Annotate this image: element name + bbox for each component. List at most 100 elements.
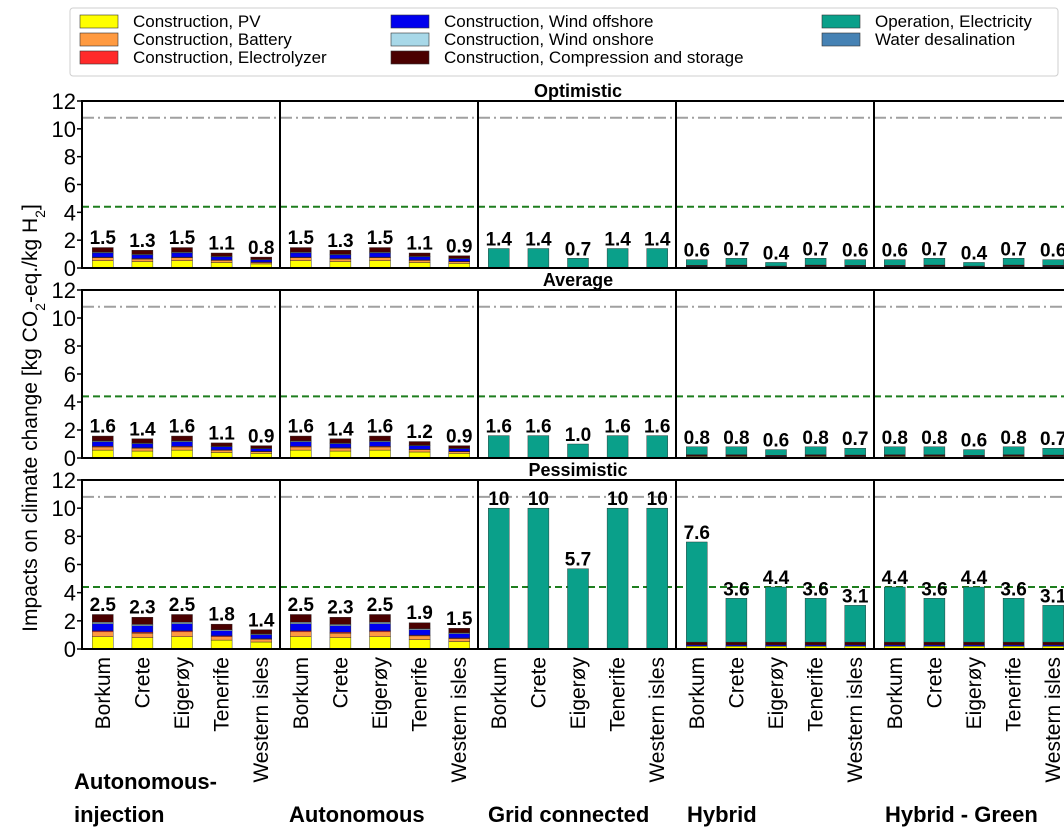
bar-segment-construction-battery: [369, 257, 391, 261]
data-label: 2.5: [169, 595, 196, 616]
data-label: 0.6: [882, 241, 908, 262]
data-label: 1.8: [208, 605, 234, 626]
legend-item-operation-electricity: Operation, Electricity: [821, 12, 1032, 31]
bar-segment-construction-battery: [290, 446, 312, 451]
y-tick-label: 4: [64, 581, 76, 606]
bar-segment-construction-battery: [369, 446, 391, 451]
bar-segment-construction-compression-and-storage: [210, 623, 233, 630]
bar-segment-construction-compression-and-storage: [250, 629, 272, 635]
bar-autonomous-injection-borkum: [92, 614, 114, 650]
y-tick-label: 8: [64, 524, 76, 549]
bar-segment-construction-pv: [448, 641, 470, 649]
bar-segment-construction-battery: [92, 257, 114, 261]
y-tick-label: 10: [52, 306, 76, 331]
x-tick-label: Borkum: [290, 657, 313, 729]
x-tick-label: Western isles: [448, 657, 471, 783]
group-label: Autonomous: [289, 802, 425, 827]
bar-segment-construction-compression-and-storage: [408, 441, 431, 446]
bar-segment-construction-battery: [171, 446, 193, 451]
bar-segment-construction-wind-offshore: [290, 623, 312, 631]
data-label: 0.7: [723, 239, 749, 260]
bar-segment-construction-wind-offshore: [171, 623, 193, 631]
legend-item-construction-wind-onshore: Construction, Wind onshore: [390, 30, 654, 49]
bar-segment-construction-wind-offshore: [408, 256, 431, 261]
bar-segment-construction-wind-offshore: [369, 441, 391, 447]
y-axis-title: Impacts on climate change [kg CO2-eq./kg…: [19, 204, 48, 632]
bar-autonomous-crete: [329, 617, 352, 650]
data-label: 0.9: [446, 426, 472, 447]
bar-segment-construction-compression-and-storage: [725, 641, 748, 646]
bar-segment-construction-battery: [210, 260, 233, 263]
data-label: 0.7: [1000, 239, 1026, 260]
x-tick-label: Crete: [131, 657, 154, 708]
bar-segment-construction-pv: [408, 639, 431, 649]
data-label: 1.6: [604, 417, 630, 438]
bar-segment-construction-wind-onshore: [290, 622, 312, 624]
bar-segment-construction-compression-and-storage: [92, 614, 114, 623]
x-tick-label: Crete: [329, 657, 352, 708]
data-label: 2.5: [90, 595, 117, 616]
data-label: 0.6: [684, 241, 710, 262]
bar-segment-construction-wind-offshore: [131, 254, 154, 259]
bar-segment-operation-electricity: [765, 449, 787, 456]
bar-segment-construction-compression-and-storage: [92, 247, 114, 253]
bar-grid-connected-western-isles: [646, 248, 668, 269]
data-label: 0.8: [921, 428, 947, 449]
bar-grid-connected-western-isles: [646, 435, 668, 459]
bar-segment-construction-compression-and-storage: [369, 614, 391, 623]
data-label: 0.8: [882, 428, 908, 449]
bar-segment-construction-wind-offshore: [290, 441, 312, 447]
data-label: 2.3: [327, 598, 353, 619]
bar-grid-connected-eiger-y: [567, 443, 589, 459]
bar-grid-connected-eiger-y: [567, 568, 589, 650]
bar-segment-construction-wind-offshore: [210, 256, 233, 261]
data-label: 4.4: [882, 568, 909, 589]
bar-grid-connected-tenerife: [606, 248, 629, 269]
bar-segment-construction-pv: [369, 449, 391, 458]
data-label: 2.5: [288, 595, 315, 616]
bar-segment-construction-battery: [408, 260, 431, 263]
bar-grid-connected-tenerife: [606, 435, 629, 459]
bar-hybrid-borkum: [686, 541, 708, 650]
bar-segment-operation-electricity: [963, 586, 985, 643]
bar-segment-construction-wind-offshore: [250, 259, 272, 263]
bar-grid-connected-tenerife: [606, 507, 629, 650]
bar-autonomous-borkum: [290, 435, 312, 459]
bar-hybrid-western-isles: [844, 605, 866, 650]
bar-autonomous-tenerife: [408, 441, 431, 459]
bar-hybrid-green-tenerife: [1002, 598, 1025, 650]
bar-segment-construction-wind-offshore: [131, 625, 154, 633]
bar-segment-construction-compression-and-storage: [844, 641, 866, 646]
bar-segment-construction-compression-and-storage: [408, 252, 431, 257]
data-label: 1.5: [90, 228, 117, 249]
bar-autonomous-eiger-y: [369, 435, 391, 459]
x-tick-label: Tenerife: [1003, 657, 1026, 732]
data-label: 0.8: [723, 428, 749, 449]
data-label: 1.4: [248, 610, 275, 631]
bar-segment-construction-wind-offshore: [250, 634, 272, 639]
data-label: 3.1: [842, 586, 869, 607]
bar-segment-construction-compression-and-storage: [210, 442, 233, 447]
bar-segment-construction-pv: [290, 449, 312, 458]
bar-segment-construction-pv: [92, 449, 114, 458]
bar-segment-construction-pv: [329, 261, 352, 268]
bar-grid-connected-crete: [527, 507, 550, 650]
data-label: 0.6: [1040, 241, 1064, 262]
bar-autonomous-borkum: [290, 614, 312, 650]
bar-segment-construction-battery: [329, 258, 352, 262]
data-label: 1.4: [644, 230, 671, 251]
data-label: 0.8: [684, 428, 710, 449]
bar-segment-construction-compression-and-storage: [329, 438, 352, 444]
bar-grid-connected-crete: [527, 248, 550, 269]
bar-segment-construction-pv: [131, 450, 154, 458]
bar-segment-construction-battery: [131, 448, 154, 452]
bar-autonomous-western-isles: [448, 628, 470, 650]
x-tick-label: Western isles: [1042, 657, 1064, 783]
legend-label: Construction, PV: [133, 12, 261, 31]
bar-segment-operation-electricity: [686, 541, 708, 643]
panel-pessimistic: Pessimistic 2.5 2.3 2.5 1.8 1.4 2.5 2.3 2.5 1.9 1.…: [52, 460, 1064, 662]
y-tick-label: 6: [64, 553, 76, 578]
data-label: 10: [647, 489, 668, 510]
bar-grid-connected-western-isles: [646, 507, 668, 650]
